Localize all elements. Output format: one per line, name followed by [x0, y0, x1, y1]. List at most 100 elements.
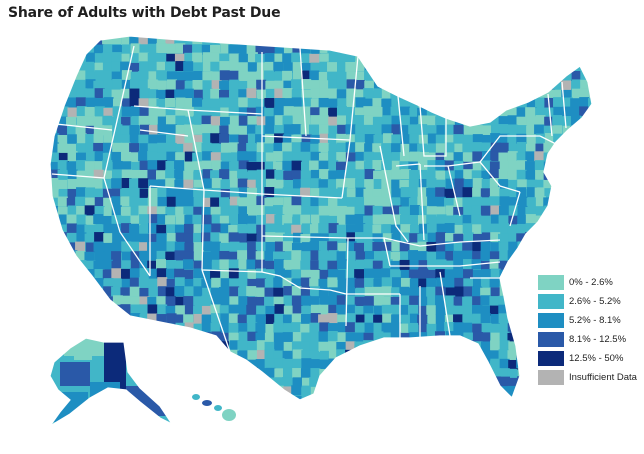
county-cell — [562, 250, 573, 261]
county-cell — [445, 295, 456, 306]
county-cell — [391, 179, 402, 190]
county-cell — [391, 205, 402, 216]
county-cell — [526, 98, 537, 109]
county-cell — [526, 36, 537, 46]
county-cell — [184, 286, 195, 297]
county-cell — [274, 340, 285, 351]
county-cell — [426, 115, 437, 126]
county-cell — [552, 224, 563, 235]
county-cell — [229, 170, 240, 181]
county-cell — [309, 206, 320, 217]
county-cell — [120, 215, 131, 226]
county-cell — [319, 269, 330, 280]
county-cell — [291, 89, 302, 100]
county-cell — [372, 286, 383, 297]
county-cell — [543, 232, 554, 243]
county-cell — [418, 323, 429, 334]
county-cell — [39, 225, 49, 235]
county-cell — [481, 142, 492, 153]
county-cell — [111, 323, 122, 334]
county-cell — [291, 205, 302, 216]
county-cell — [598, 144, 608, 154]
county-cell — [338, 423, 348, 433]
county-cell — [589, 152, 592, 163]
county-cell — [526, 44, 537, 55]
county-cell — [193, 286, 204, 297]
county-cell — [337, 52, 348, 63]
county-cell — [291, 322, 302, 333]
county-cell — [228, 215, 239, 226]
county-cell — [471, 377, 482, 388]
county-cell — [426, 323, 437, 334]
county-cell — [417, 386, 428, 397]
county-cell — [283, 197, 294, 208]
county-cell — [274, 358, 285, 369]
county-cell — [93, 188, 104, 199]
county-cell — [516, 187, 527, 198]
county-cell — [310, 151, 321, 162]
county-cell — [40, 90, 50, 100]
county-cell — [66, 232, 77, 243]
county-cell — [75, 250, 86, 261]
county-cell — [490, 223, 501, 234]
county-cell — [310, 260, 321, 271]
county-cell — [274, 377, 285, 388]
county-cell — [354, 115, 365, 126]
county-cell — [399, 367, 410, 378]
county-cell — [175, 422, 185, 432]
county-cell — [94, 106, 105, 117]
county-cell — [336, 115, 347, 126]
county-cell — [525, 88, 536, 99]
county-cell — [337, 332, 348, 343]
county-cell — [490, 412, 500, 422]
county-cell — [156, 367, 167, 378]
county-cell — [472, 178, 483, 189]
county-cell — [102, 269, 113, 280]
county-cell — [67, 313, 78, 324]
county-cell — [291, 224, 302, 235]
county-cell — [75, 152, 86, 163]
county-cell — [481, 160, 492, 171]
county-cell — [148, 250, 159, 261]
county-cell — [111, 260, 122, 271]
county-cell — [229, 53, 240, 64]
county-cell — [102, 178, 113, 189]
county-cell — [346, 197, 357, 208]
county-cell — [39, 27, 49, 37]
county-cell — [409, 278, 420, 289]
county-cell — [372, 359, 383, 370]
county-cell — [336, 349, 347, 360]
county-cell — [50, 214, 51, 225]
county-cell — [579, 178, 590, 189]
county-cell — [121, 44, 132, 55]
county-cell — [246, 142, 257, 153]
county-cell — [390, 423, 400, 433]
county-cell — [148, 71, 159, 82]
county-cell — [310, 368, 321, 379]
county-cell — [508, 205, 519, 216]
county-cell — [156, 206, 167, 217]
county-cell — [391, 115, 402, 126]
county-cell — [408, 71, 419, 82]
county-cell — [50, 62, 51, 73]
county-cell — [337, 322, 348, 333]
county-cell — [139, 188, 150, 199]
county-cell — [363, 151, 374, 162]
county-cell — [579, 97, 590, 108]
county-cell — [516, 260, 527, 271]
county-cell — [571, 188, 582, 199]
county-cell — [58, 269, 69, 280]
county-cell — [111, 278, 122, 289]
county-cell — [536, 422, 546, 432]
county-cell — [490, 242, 501, 253]
county-cell — [210, 170, 221, 181]
county-cell — [291, 259, 302, 270]
county-cell — [157, 214, 168, 225]
county-cell — [400, 395, 411, 400]
county-cell — [471, 395, 482, 400]
county-cell — [193, 242, 204, 253]
county-cell — [381, 322, 392, 333]
county-cell — [256, 404, 266, 414]
county-cell — [463, 134, 474, 145]
county-cell — [129, 286, 140, 297]
